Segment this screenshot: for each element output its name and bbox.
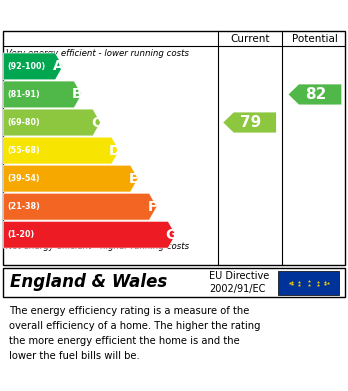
Polygon shape xyxy=(223,112,276,133)
Text: (81-91): (81-91) xyxy=(8,90,40,99)
Text: Very energy efficient - lower running costs: Very energy efficient - lower running co… xyxy=(6,49,189,58)
Text: Potential: Potential xyxy=(292,34,338,44)
Polygon shape xyxy=(3,137,119,164)
Polygon shape xyxy=(3,53,63,80)
Text: Not energy efficient - higher running costs: Not energy efficient - higher running co… xyxy=(6,242,189,251)
Text: (92-100): (92-100) xyxy=(8,62,46,71)
Text: (21-38): (21-38) xyxy=(8,202,40,211)
Text: A: A xyxy=(53,59,64,74)
Polygon shape xyxy=(3,193,157,220)
Text: B: B xyxy=(72,88,82,101)
Text: (55-68): (55-68) xyxy=(8,146,40,155)
Text: EU Directive
2002/91/EC: EU Directive 2002/91/EC xyxy=(209,271,269,294)
Text: England & Wales: England & Wales xyxy=(10,273,168,291)
Bar xyxy=(278,271,339,295)
Text: (39-54): (39-54) xyxy=(8,174,40,183)
Polygon shape xyxy=(288,84,341,104)
Text: 82: 82 xyxy=(305,87,327,102)
Polygon shape xyxy=(3,165,138,192)
Polygon shape xyxy=(3,109,101,136)
Text: C: C xyxy=(91,115,101,129)
Text: E: E xyxy=(129,172,138,186)
Text: D: D xyxy=(109,143,120,158)
Text: F: F xyxy=(148,200,157,213)
Text: (1-20): (1-20) xyxy=(8,230,35,239)
Text: 79: 79 xyxy=(240,115,261,130)
Text: Current: Current xyxy=(230,34,269,44)
Polygon shape xyxy=(3,221,176,248)
Polygon shape xyxy=(3,81,82,108)
Text: (69-80): (69-80) xyxy=(8,118,40,127)
Text: The energy efficiency rating is a measure of the
overall efficiency of a home. T: The energy efficiency rating is a measur… xyxy=(9,307,260,361)
Text: G: G xyxy=(165,228,177,242)
Text: Energy Efficiency Rating: Energy Efficiency Rating xyxy=(9,6,238,24)
